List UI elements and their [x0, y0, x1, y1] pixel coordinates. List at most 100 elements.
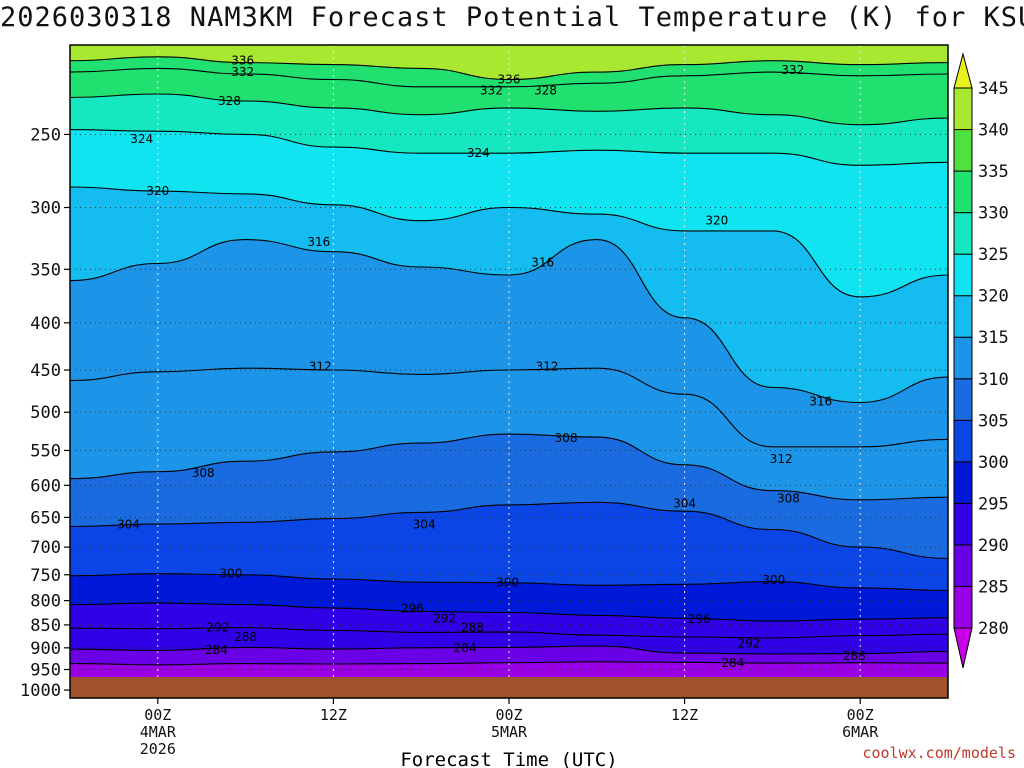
y-tick-label: 850 — [30, 616, 61, 636]
contour-label: 320 — [705, 214, 728, 228]
contour-label: 332 — [480, 83, 503, 97]
y-tick-label: 750 — [30, 566, 61, 586]
colorbar-label: 335 — [978, 162, 1009, 182]
contour-line-292 — [70, 627, 948, 639]
contour-line-320 — [70, 186, 948, 298]
contour-label: 312 — [536, 359, 559, 373]
colorbar-label: 290 — [978, 536, 1009, 556]
x-tick-date: 6MAR — [842, 723, 879, 741]
colorbar-swatch — [953, 253, 973, 297]
contour-label: 336 — [231, 54, 254, 68]
colorbar-top-arrow — [953, 52, 973, 89]
colorbar-label: 305 — [978, 411, 1009, 431]
colorbar-swatch — [953, 419, 973, 463]
contour-label: 328 — [534, 83, 557, 97]
chart-title: 2026030318 NAM3KM Forecast Potential Tem… — [0, 2, 1024, 33]
colorbar-swatch — [953, 585, 973, 629]
contour-line-296 — [70, 602, 948, 622]
y-tick-label: 600 — [30, 476, 61, 496]
contour-label: 288 — [461, 621, 484, 635]
contour-line-328 — [70, 93, 948, 126]
colorbar-label: 300 — [978, 453, 1009, 473]
contour-label: 312 — [770, 452, 793, 466]
colorbar-label: 285 — [978, 577, 1009, 597]
y-tick-label: 350 — [30, 260, 61, 280]
colorbar-swatch — [953, 502, 973, 546]
y-tick-label: 500 — [30, 403, 61, 423]
contour-label: 288 — [843, 649, 866, 663]
colorbar-label: 310 — [978, 370, 1009, 390]
x-tick-date: 5MAR — [491, 723, 528, 741]
contour-label: 300 — [496, 576, 519, 590]
contour-label: 292 — [738, 636, 761, 650]
contour-label: 316 — [809, 395, 832, 409]
ground-fill — [70, 677, 948, 698]
x-tick-year: 2026 — [140, 740, 176, 758]
colorbar-swatch — [953, 212, 973, 255]
y-tick-label: 800 — [30, 592, 61, 612]
contour-label: 308 — [555, 431, 578, 445]
contour-label: 316 — [307, 235, 330, 249]
axes: 250 300 350 400 450 500 550 600 650 700 750 800 850 9… — [20, 44, 949, 758]
colorbar-label: 280 — [978, 619, 1009, 639]
contour-label: 296 — [401, 602, 424, 616]
contour-line-284 — [70, 661, 948, 666]
contour-label: 328 — [218, 94, 241, 108]
contour-label: 304 — [117, 518, 140, 532]
colorbar-label: 320 — [978, 287, 1009, 307]
ground-layer — [70, 677, 948, 698]
contour-label: 284 — [454, 641, 477, 655]
colorbar-swatch — [953, 295, 973, 338]
y-tick-label: 450 — [30, 361, 61, 381]
contour-line-332 — [70, 67, 948, 88]
colorbar-swatch — [953, 461, 973, 504]
contour-lines — [70, 56, 948, 666]
contour-label: 332 — [781, 63, 804, 77]
colorbar-label: 340 — [978, 121, 1009, 141]
contour-label: 312 — [309, 359, 332, 373]
contour-label: 292 — [433, 612, 456, 626]
contour-label: 300 — [220, 567, 243, 581]
contour-label: 292 — [206, 620, 229, 634]
x-tick-label: 00Z — [847, 706, 874, 724]
y-tick-label: 400 — [30, 314, 61, 334]
x-tick-label: 12Z — [671, 706, 698, 724]
contour-label: 288 — [234, 630, 257, 644]
contour-line-308 — [70, 433, 948, 501]
colorbar: 280 285 290 295 300 305 310 315 320 325 330 335 340 3… — [953, 52, 1009, 669]
y-tick-label: 250 — [30, 125, 61, 145]
contour-labels: 3363323283243203163123083043002962922882… — [117, 54, 866, 670]
colorbar-label: 345 — [978, 79, 1009, 99]
y-tick-label: 550 — [30, 441, 61, 461]
y-tick-label: 300 — [30, 199, 61, 219]
contour-line-324 — [70, 129, 948, 166]
contour-line-316 — [70, 239, 948, 404]
contour-line-312 — [70, 367, 948, 448]
x-axis-label: Forecast Time (UTC) — [400, 749, 617, 768]
x-tick-date: 4MAR — [140, 723, 177, 741]
contour-label: 316 — [531, 255, 554, 269]
contour-label: 296 — [688, 612, 711, 626]
contour-label: 304 — [413, 518, 436, 532]
contour-label: 324 — [467, 146, 490, 160]
contour-label: 332 — [231, 65, 254, 79]
contour-line-300 — [70, 573, 948, 592]
colorbar-swatch — [953, 170, 973, 214]
contour-label: 284 — [721, 656, 744, 670]
colorbar-swatch — [953, 378, 973, 421]
contour-label: 304 — [673, 497, 696, 511]
contour-label: 284 — [205, 643, 228, 657]
x-tick-label: 00Z — [495, 706, 522, 724]
contour-label: 308 — [192, 466, 215, 480]
credit-text: coolwx.com/models — [862, 744, 1016, 762]
contour-line-336 — [70, 56, 948, 81]
colorbar-label: 315 — [978, 328, 1009, 348]
colorbar-swatch — [953, 87, 973, 131]
y-tick-label: 1000 — [20, 681, 61, 701]
contour-label: 320 — [146, 184, 169, 198]
colorbar-label: 325 — [978, 245, 1009, 265]
y-tick-label: 950 — [30, 661, 61, 681]
gridlines — [70, 45, 948, 698]
colorbar-label: 330 — [978, 204, 1009, 224]
